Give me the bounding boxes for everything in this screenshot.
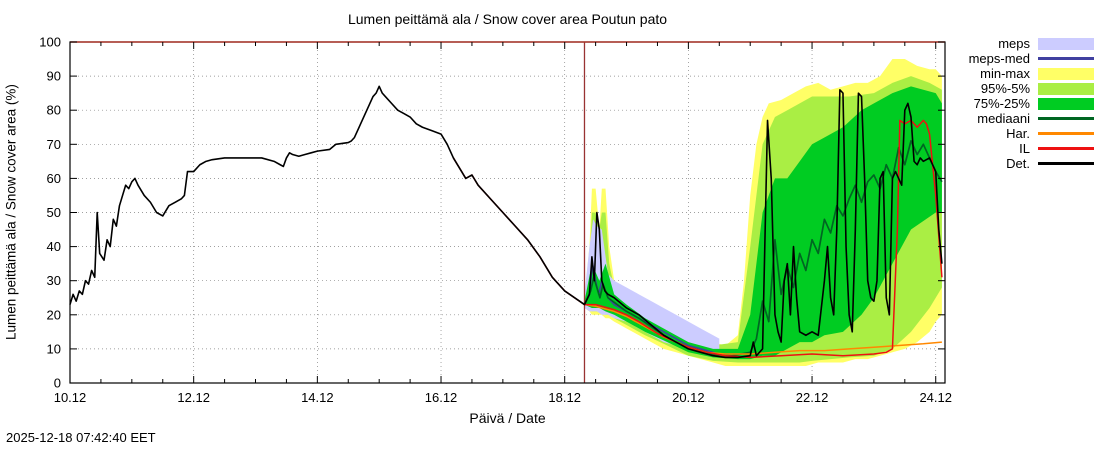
x-tick-label: 24.12	[919, 390, 952, 405]
series-Har.	[584, 303, 942, 355]
legend-swatch-band	[1038, 82, 1094, 95]
legend-swatch-line	[1038, 132, 1094, 135]
legend-swatch-line	[1038, 57, 1094, 60]
y-tick-label: 80	[47, 103, 61, 118]
y-tick-label: 10	[47, 341, 61, 356]
legend-swatch-line	[1038, 117, 1094, 120]
y-tick-label: 50	[47, 205, 61, 220]
legend-label: 95%-5%	[980, 81, 1030, 96]
legend-item-95%-5%: 95%-5%	[969, 82, 1094, 95]
legend-item-75%-25%: 75%-25%	[969, 97, 1094, 110]
legend-label: min-max	[980, 66, 1030, 81]
legend-swatch-band	[1038, 67, 1094, 80]
x-axis-label: Päivä / Date	[469, 410, 546, 426]
y-tick-label: 30	[47, 273, 61, 288]
series-Det.	[69, 85, 943, 359]
legend-item-IL: IL	[969, 142, 1094, 155]
legend-swatch-line	[1038, 162, 1094, 165]
x-tick-label: 16.12	[425, 390, 458, 405]
chart-title: Lumen peittämä ala / Snow cover area Pou…	[347, 11, 668, 27]
timestamp: 2025-12-18 07:42:40 EET	[6, 430, 156, 445]
legend-label: 75%-25%	[973, 96, 1030, 111]
band-meps	[584, 219, 720, 356]
legend-item-mediaani: mediaani	[969, 112, 1094, 125]
legend-swatch-band	[1038, 97, 1094, 110]
legend-label: mediaani	[977, 111, 1030, 126]
axes: 0 10 20 30 40 50 60 70 80 90 100 10.12 12.12 14.12 16.…	[39, 35, 952, 406]
legend: meps meps-med min-max 95%-5% 75%-25% mediaani…	[969, 37, 1094, 170]
legend-label: meps	[998, 36, 1030, 51]
legend-label: IL	[1019, 141, 1030, 156]
legend-swatch-band	[1038, 37, 1094, 50]
y-tick-label: 40	[47, 239, 61, 254]
band-75%-25%	[584, 86, 942, 360]
x-tick-label: 12.12	[177, 390, 210, 405]
y-tick-label: 0	[54, 376, 61, 391]
x-tick-label: 10.12	[54, 390, 87, 405]
y-tick-label: 100	[39, 35, 61, 50]
y-tick-label: 60	[47, 171, 61, 186]
y-tick-label: 90	[47, 69, 61, 84]
legend-item-Har.: Har.	[969, 127, 1094, 140]
legend-label: Det.	[1006, 156, 1030, 171]
x-tick-label: 22.12	[796, 390, 829, 405]
x-tick-label: 18.12	[548, 390, 581, 405]
legend-swatch-line	[1038, 147, 1094, 150]
x-tick-label: 14.12	[301, 390, 334, 405]
legend-label: meps-med	[968, 51, 1030, 66]
y-tick-label: 70	[47, 137, 61, 152]
x-tick-label: 20.12	[672, 390, 705, 405]
legend-item-min-max: min-max	[969, 67, 1094, 80]
legend-label: Har.	[1006, 126, 1030, 141]
legend-item-Det.: Det.	[969, 157, 1094, 170]
legend-item-meps-med: meps-med	[969, 52, 1094, 65]
legend-item-meps: meps	[969, 37, 1094, 50]
y-tick-label: 20	[47, 307, 61, 322]
